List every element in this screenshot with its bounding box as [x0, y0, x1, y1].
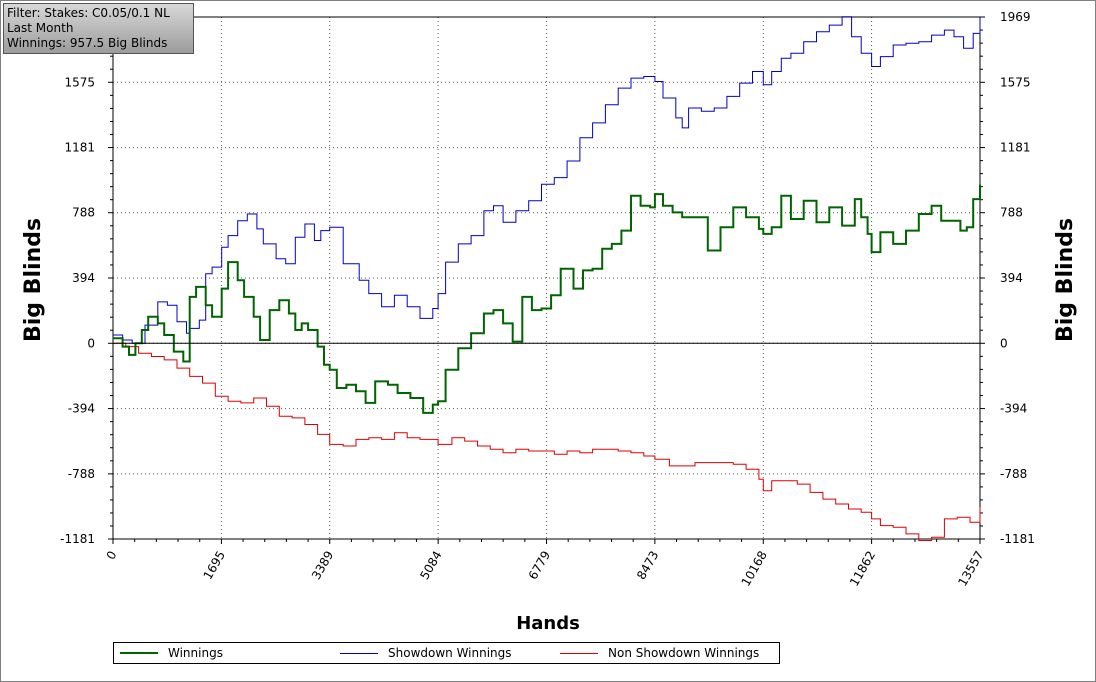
y-tick-label-right: -788 [1000, 467, 1027, 481]
y-tick-label-right: 394 [1000, 271, 1023, 285]
chart-legend: Winnings Showdown Winnings Non Showdown … [113, 642, 780, 664]
x-axis-title: Hands [516, 613, 580, 634]
y-tick-label-right: 1575 [1000, 75, 1031, 89]
y-tick-label-right: 788 [1000, 206, 1023, 220]
series-line-showdown-winnings [113, 16, 981, 344]
y-tick-label-left: -1181 [60, 532, 95, 546]
y-tick-label-right: 0 [1000, 336, 1008, 350]
filter-winnings-text: Winnings: 957.5 Big Blinds [7, 36, 168, 50]
x-tick-label: 5084 [417, 549, 444, 582]
x-tick-label: 11862 [847, 549, 878, 589]
grid [112, 16, 981, 540]
y-tick-label-left: 394 [72, 271, 95, 285]
y-tick-label-right: 1181 [1000, 141, 1031, 155]
legend-item-non-showdown: Non Showdown Winnings [560, 643, 759, 663]
axis-ticks [108, 16, 985, 544]
y-tick-label-left: 0 [87, 336, 95, 350]
filter-info-box: Filter: Stakes: C0.05/0.1 NL Last Month … [3, 3, 194, 54]
y-tick-label-left: -394 [68, 402, 95, 416]
x-tick-label: 0 [104, 549, 120, 563]
filter-period-text: Last Month [7, 21, 74, 35]
legend-label-non-showdown: Non Showdown Winnings [608, 646, 760, 660]
y-axis-title-left: Big Blinds [21, 218, 46, 342]
legend-label-showdown: Showdown Winnings [388, 646, 512, 660]
series-line-winnings [113, 184, 981, 414]
y-tick-label-left: -788 [68, 467, 95, 481]
y-tick-label-right: -394 [1000, 402, 1027, 416]
legend-swatch-winnings [120, 652, 158, 654]
y-tick-label-left: 788 [72, 206, 95, 220]
x-tick-label: 3389 [309, 549, 336, 582]
y-axis-title-right: Big Blinds [1053, 218, 1078, 342]
x-tick-label: 6779 [526, 549, 553, 582]
series-line-non-showdown-winnings [113, 342, 981, 541]
legend-item-winnings: Winnings [120, 643, 223, 663]
legend-swatch-showdown [340, 652, 378, 654]
x-tick-label: 1695 [201, 549, 228, 582]
series-lines [113, 16, 981, 541]
y-tick-label-left: 1181 [64, 141, 95, 155]
legend-label-winnings: Winnings [168, 646, 223, 660]
legend-item-showdown: Showdown Winnings [340, 643, 512, 663]
x-tick-label: 10168 [739, 549, 770, 589]
x-tick-label: 8473 [634, 549, 661, 582]
legend-swatch-non-showdown [560, 652, 598, 654]
y-tick-label-left: 1575 [64, 75, 95, 89]
y-tick-label-right: -1181 [1000, 532, 1035, 546]
y-tick-label-right: 1969 [1000, 10, 1031, 24]
filter-stakes-text: Filter: Stakes: C0.05/0.1 NL [7, 6, 170, 20]
x-tick-label: 13557 [955, 549, 986, 589]
